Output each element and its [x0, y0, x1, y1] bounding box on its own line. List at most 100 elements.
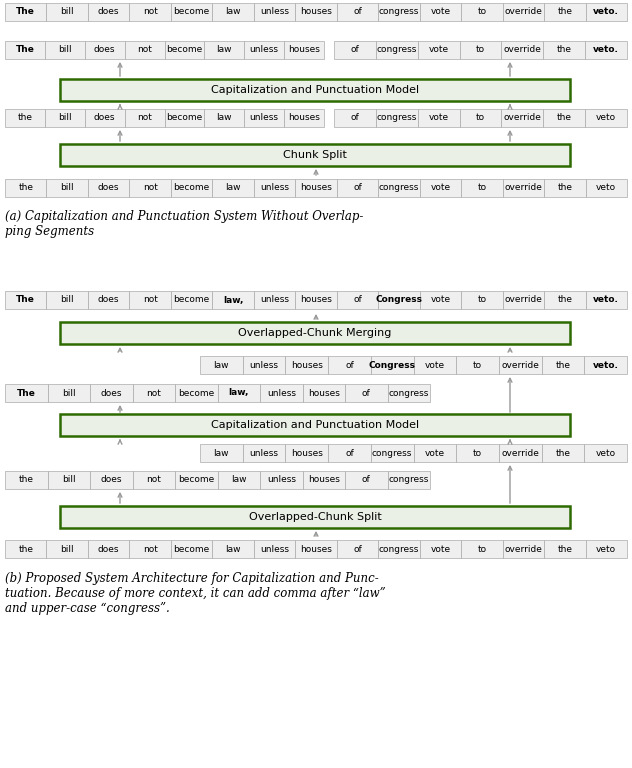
Bar [5, 179, 47, 197]
Text: vote: vote [425, 449, 445, 458]
Bar [585, 444, 627, 462]
Bar [212, 3, 254, 21]
Bar [212, 540, 254, 558]
Text: become: become [173, 296, 210, 304]
Bar [90, 384, 133, 402]
Bar [204, 109, 244, 127]
Text: the: the [556, 449, 571, 458]
Text: congress: congress [372, 449, 412, 458]
Bar [387, 471, 430, 489]
Text: become: become [173, 545, 210, 554]
Text: the: the [18, 184, 33, 193]
Bar [295, 291, 337, 309]
Text: override: override [504, 545, 542, 554]
Bar [5, 471, 47, 489]
Text: unless: unless [260, 545, 289, 554]
Bar [544, 179, 585, 197]
Bar [175, 384, 217, 402]
Bar [461, 540, 502, 558]
Bar [286, 356, 328, 374]
Bar [371, 356, 413, 374]
Bar [60, 414, 570, 436]
Text: unless: unless [250, 45, 279, 55]
Bar [5, 3, 47, 21]
Text: not: not [147, 475, 161, 485]
Bar [133, 471, 175, 489]
Bar [295, 540, 337, 558]
Bar [461, 179, 502, 197]
Bar [212, 291, 254, 309]
Text: The: The [16, 8, 35, 16]
Text: override: override [501, 449, 539, 458]
Text: bill: bill [58, 45, 71, 55]
Text: bill: bill [61, 184, 74, 193]
Text: to: to [477, 545, 487, 554]
Bar [499, 444, 542, 462]
Text: of: of [345, 360, 354, 369]
Text: Overlapped-Chunk Merging: Overlapped-Chunk Merging [238, 328, 392, 338]
Bar [378, 3, 420, 21]
Text: law: law [226, 8, 241, 16]
Text: become: become [173, 184, 210, 193]
Text: law: law [217, 114, 232, 123]
Text: override: override [504, 8, 542, 16]
Bar [378, 291, 420, 309]
Bar [5, 291, 47, 309]
Bar [45, 109, 85, 127]
Bar [295, 3, 337, 21]
Text: become: become [166, 114, 203, 123]
Text: houses: houses [308, 389, 339, 398]
Text: bill: bill [62, 475, 76, 485]
Text: The: The [17, 389, 35, 398]
Text: vote: vote [430, 184, 451, 193]
Text: the: the [19, 475, 33, 485]
Bar [413, 356, 456, 374]
Text: veto.: veto. [593, 296, 619, 304]
Text: law: law [214, 360, 229, 369]
Text: does: does [100, 389, 122, 398]
Bar [585, 291, 627, 309]
Text: bill: bill [58, 114, 71, 123]
Text: congress: congress [377, 114, 417, 123]
Bar [413, 444, 456, 462]
Text: veto: veto [596, 114, 616, 123]
Bar [260, 384, 303, 402]
Bar [171, 291, 212, 309]
Bar [456, 356, 499, 374]
Text: vote: vote [430, 8, 451, 16]
Bar [585, 356, 627, 374]
Text: (b) Proposed System Architecture for Capitalization and Punc-
tuation. Because o: (b) Proposed System Architecture for Cap… [5, 572, 386, 615]
Bar [60, 144, 570, 166]
Bar [376, 109, 418, 127]
Text: congress: congress [379, 184, 419, 193]
Text: bill: bill [62, 389, 76, 398]
Bar [88, 179, 130, 197]
Text: the: the [556, 360, 571, 369]
Text: Capitalization and Punctuation Model: Capitalization and Punctuation Model [211, 85, 419, 95]
Bar [171, 179, 212, 197]
Text: unless: unless [267, 475, 296, 485]
Bar [254, 179, 295, 197]
Text: the: the [557, 114, 572, 123]
Text: to: to [477, 8, 487, 16]
Bar [345, 384, 387, 402]
Bar [459, 109, 501, 127]
Text: veto.: veto. [593, 360, 619, 369]
Text: Chunk Split: Chunk Split [283, 150, 347, 160]
Text: become: become [178, 475, 214, 485]
Bar [47, 540, 88, 558]
Bar [502, 291, 544, 309]
Bar [371, 444, 413, 462]
Text: law: law [214, 449, 229, 458]
Text: Congress: Congress [375, 296, 422, 304]
Bar [47, 384, 90, 402]
Text: of: of [353, 8, 362, 16]
Bar [284, 109, 324, 127]
Text: houses: houses [300, 8, 332, 16]
Text: houses: houses [291, 449, 323, 458]
Bar [378, 179, 420, 197]
Bar [502, 3, 544, 21]
Bar [47, 291, 88, 309]
Text: vote: vote [428, 45, 449, 55]
Bar [345, 471, 387, 489]
